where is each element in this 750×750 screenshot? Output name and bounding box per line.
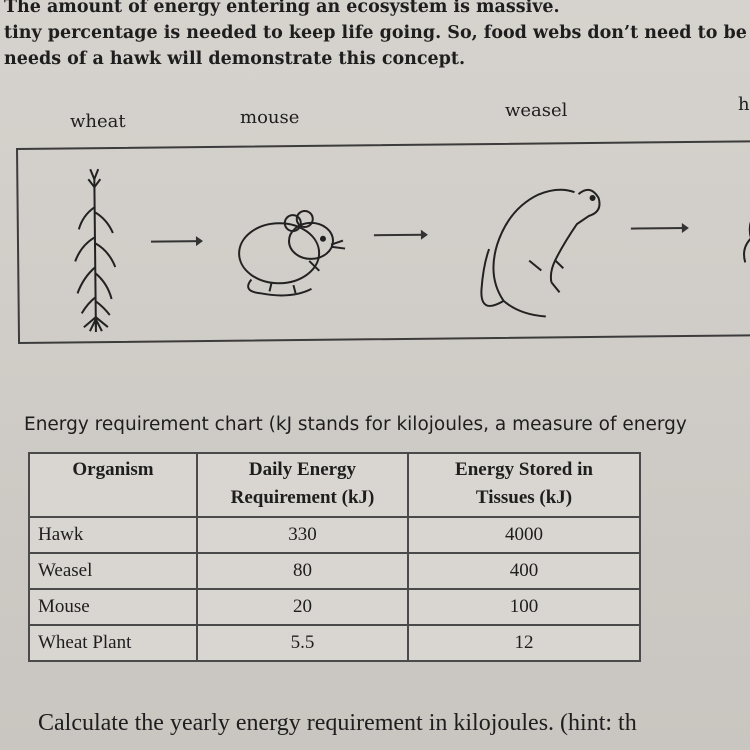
weasel-label: weasel [505, 100, 568, 121]
daily-energy-cell: 20 [196, 588, 409, 626]
table-row: Mouse 20 100 [28, 588, 641, 626]
weasel-icon [480, 188, 601, 318]
hawk-label: h [738, 94, 750, 115]
hawk-icon [743, 211, 750, 263]
table-row: Wheat Plant 5.5 12 [28, 624, 641, 662]
daily-header-line-1: Daily Energy [248, 459, 357, 480]
table-row: Hawk 330 4000 [28, 516, 641, 554]
right-arrow-icon [373, 233, 426, 237]
daily-energy-column-header: Daily Energy Requirement (kJ) [196, 452, 409, 518]
wheat-label: wheat [70, 111, 126, 132]
daily-header-line-2: Requirement (kJ) [230, 487, 375, 508]
right-arrow-icon [150, 240, 201, 243]
organism-column-header: Organism [28, 452, 198, 518]
stored-energy-cell: 12 [407, 624, 641, 662]
stored-energy-cell: 4000 [407, 516, 641, 554]
daily-energy-cell: 330 [196, 516, 409, 554]
daily-energy-cell: 5.5 [196, 624, 409, 662]
organism-cell: Wheat Plant [28, 624, 198, 662]
organism-header-text: Organism [72, 459, 154, 480]
mouse-label: mouse [240, 107, 300, 128]
right-arrow-icon [630, 226, 687, 230]
intro-line-1: The amount of energy entering an ecosyst… [4, 0, 560, 17]
table-header-row: Organism Daily Energy Requirement (kJ) E… [28, 452, 641, 518]
stored-header-line-1: Energy Stored in [455, 459, 593, 480]
question-text: Calculate the yearly energy requirement … [38, 710, 637, 736]
stored-energy-cell: 400 [407, 552, 641, 590]
intro-paragraph: The amount of energy entering an ecosyst… [4, 0, 750, 72]
daily-energy-cell: 80 [196, 552, 409, 590]
energy-requirement-table: Organism Daily Energy Requirement (kJ) E… [28, 452, 641, 662]
food-chain-diagram [16, 139, 750, 344]
organism-cell: Weasel [28, 552, 198, 590]
organism-cell: Mouse [28, 588, 198, 626]
organism-cell: Hawk [28, 516, 198, 554]
energy-chart-caption: Energy requirement chart (kJ stands for … [24, 414, 687, 435]
stored-energy-column-header: Energy Stored in Tissues (kJ) [407, 452, 641, 518]
intro-line-3: needs of a hawk will demonstrate this co… [4, 49, 466, 69]
mouse-icon [238, 209, 346, 297]
wheat-plant-icon [74, 168, 117, 333]
intro-line-2: tiny percentage is needed to keep life g… [4, 23, 747, 43]
stored-energy-cell: 100 [407, 588, 641, 626]
table-row: Weasel 80 400 [28, 552, 641, 590]
stored-header-line-2: Tissues (kJ) [475, 487, 573, 508]
